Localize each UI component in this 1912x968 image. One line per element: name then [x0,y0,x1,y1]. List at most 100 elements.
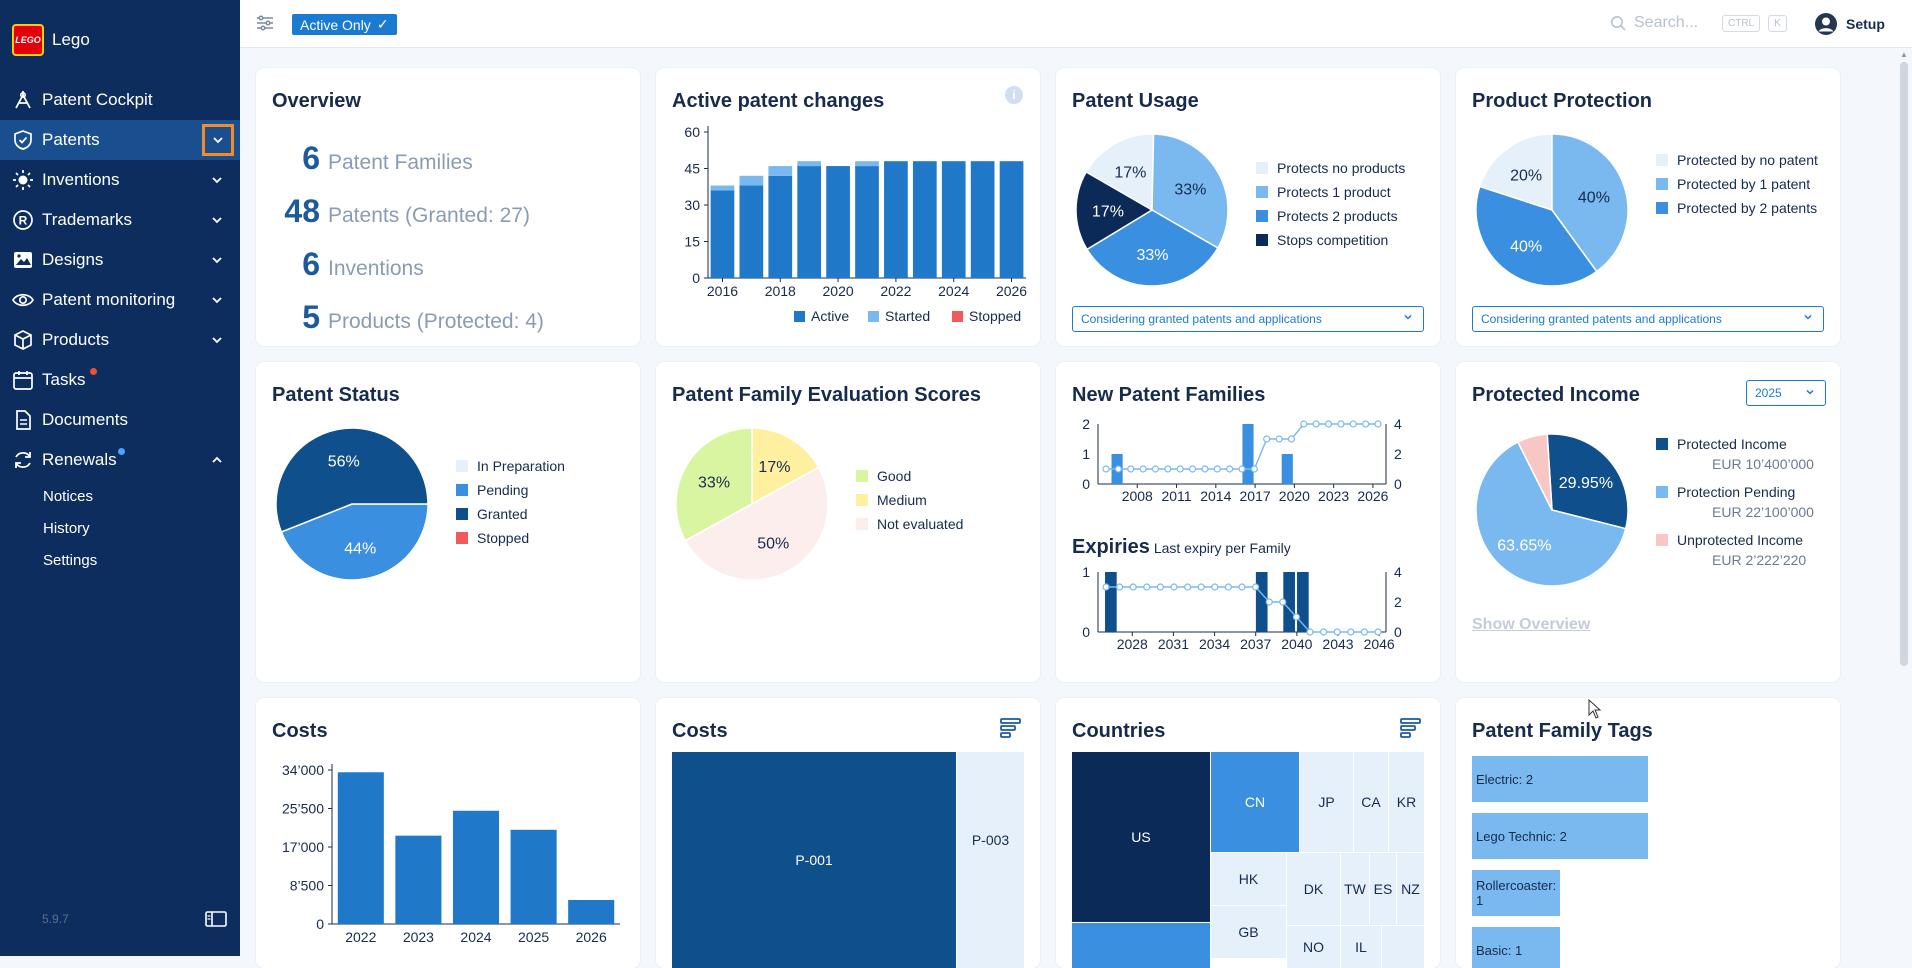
line-point[interactable] [1361,629,1367,635]
bar[interactable] [1105,572,1117,632]
line-point[interactable] [1338,421,1344,427]
line-point[interactable] [1157,584,1163,590]
chevron-down-icon[interactable] [208,211,226,229]
overview-row[interactable]: 5Products (Protected: 4) [274,299,544,336]
overview-row[interactable]: 6Patent Families [274,140,473,177]
sidebar-item-designs[interactable]: Designs [0,240,240,280]
line-point[interactable] [1103,466,1109,472]
treemap-cell[interactable]: P-001 [672,752,956,968]
line-point[interactable] [1321,629,1327,635]
sidebar-item-inventions[interactable]: Inventions [0,160,240,200]
sidebar-subitem-history[interactable]: History [0,512,240,544]
patent-usage-scope-select[interactable]: Considering granted patents and applicat… [1072,306,1424,332]
line-point[interactable] [1288,436,1294,442]
active-only-filter-chip[interactable]: Active Only ✓ [292,14,397,35]
line-point[interactable] [1251,466,1257,472]
bar-started[interactable] [797,161,821,166]
line-point[interactable] [1307,629,1313,635]
country-cell-extra[interactable] [1072,923,1210,968]
line-point[interactable] [1266,599,1272,605]
sidebar-item-patents[interactable]: Patents [0,120,240,160]
line-point[interactable] [1144,584,1150,590]
search-box[interactable]: Search... CTRL K [1610,14,1787,32]
line-point[interactable] [1185,584,1191,590]
sort-list-icon[interactable] [1400,718,1422,743]
bar-active[interactable] [1000,161,1024,278]
country-cell-gb[interactable]: GB [1211,906,1286,958]
filter-settings-icon[interactable] [256,14,274,37]
line-point[interactable] [1165,466,1171,472]
sort-list-icon[interactable] [1000,718,1022,743]
line-point[interactable] [1103,584,1109,590]
line-point[interactable] [1375,421,1381,427]
product-protection-scope-select[interactable]: Considering granted patents and applicat… [1472,306,1824,332]
sidebar-item-renewals[interactable]: Renewals [0,440,240,480]
country-cell-us[interactable]: US [1072,752,1210,922]
bar[interactable] [511,830,557,924]
bar-active[interactable] [740,186,764,278]
bar[interactable] [1242,424,1253,484]
line-point[interactable] [1130,584,1136,590]
setup-button[interactable]: Setup [1814,12,1885,36]
line-point[interactable] [1280,599,1286,605]
country-cell-cn[interactable]: CN [1211,752,1299,852]
line-point[interactable] [1171,584,1177,590]
bar[interactable] [395,836,441,924]
line-point[interactable] [1348,629,1354,635]
bar-active[interactable] [971,161,995,278]
line-point[interactable] [1117,584,1123,590]
bar-active[interactable] [913,161,937,278]
line-point[interactable] [1326,421,1332,427]
tag-bar[interactable]: Electric: 2 [1472,756,1648,802]
country-cell-es[interactable]: ES [1370,853,1396,925]
bar-active[interactable] [826,166,850,278]
bar-started[interactable] [740,176,764,186]
country-cell-ca[interactable]: CA [1354,752,1388,852]
treemap-cell[interactable]: P-003 [957,752,1024,968]
line-point[interactable] [1350,421,1356,427]
sidebar-item-patent-monitoring[interactable]: Patent monitoring [0,280,240,320]
country-cell-nz[interactable]: NZ [1397,853,1424,925]
line-point[interactable] [1239,466,1245,472]
country-cell-il[interactable]: IL [1341,926,1381,968]
line-point[interactable] [1363,421,1369,427]
bar-active[interactable] [855,166,879,278]
country-cell-extra[interactable] [1382,926,1424,968]
country-cell-dk[interactable]: DK [1287,853,1340,925]
line-point[interactable] [1177,466,1183,472]
country-cell-hk[interactable]: HK [1211,853,1286,905]
scroll-up-icon[interactable]: ▲ [1900,50,1908,59]
bar-active[interactable] [768,176,792,278]
line-point[interactable] [1128,466,1134,472]
line-point[interactable] [1212,584,1218,590]
chevron-down-icon[interactable] [202,124,234,156]
tag-bar[interactable]: Basic: 1 [1472,927,1560,968]
line-point[interactable] [1301,421,1307,427]
line-point[interactable] [1227,466,1233,472]
line-point[interactable] [1198,584,1204,590]
line-point[interactable] [1140,466,1146,472]
bar-started[interactable] [768,166,792,176]
line-point[interactable] [1152,466,1158,472]
sidebar-subitem-notices[interactable]: Notices [0,480,240,512]
show-overview-link[interactable]: Show Overview [1472,616,1590,634]
chevron-down-icon[interactable] [208,291,226,309]
collapse-sidebar-icon[interactable] [205,911,227,932]
line-point[interactable] [1313,421,1319,427]
line-point[interactable] [1293,614,1299,620]
chevron-down-icon[interactable] [208,251,226,269]
line-point[interactable] [1276,436,1282,442]
line-point[interactable] [1375,629,1381,635]
line-point[interactable] [1253,584,1259,590]
tag-bar[interactable]: Rollercoaster: 1 [1472,870,1560,916]
sidebar-item-tasks[interactable]: Tasks [0,360,240,400]
scrollbar-thumb[interactable] [1900,62,1908,666]
chevron-down-icon[interactable] [208,331,226,349]
sidebar-item-patent-cockpit[interactable]: Patent Cockpit [0,80,240,120]
chevron-down-icon[interactable] [208,171,226,189]
brand[interactable]: LEGO Lego [12,24,90,56]
line-point[interactable] [1239,584,1245,590]
overview-row[interactable]: 6Inventions [274,246,424,283]
bar[interactable] [568,900,614,924]
bar-started[interactable] [855,161,879,166]
